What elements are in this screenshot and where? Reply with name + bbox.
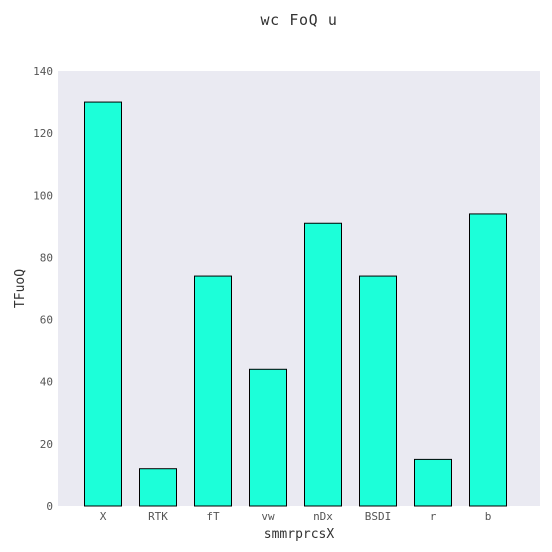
y-axis-label: TFuoQ <box>13 269 28 308</box>
bar-X <box>84 101 122 507</box>
x-tick-label: fT <box>206 510 220 523</box>
y-tick-label: 80 <box>40 251 53 264</box>
x-axis-ticks: X RTK fT vw nDx BSDI r b <box>100 510 492 523</box>
y-tick-label: 140 <box>33 65 53 78</box>
y-tick-label: 120 <box>33 127 53 140</box>
x-tick-label: BSDI <box>365 510 392 523</box>
bar-nDx <box>304 222 342 507</box>
x-tick-label: nDx <box>313 510 333 523</box>
bar-vw <box>249 368 287 507</box>
plot-area <box>58 71 540 506</box>
chart-title: wc FoQ u <box>260 11 337 29</box>
x-tick-label: r <box>430 510 437 523</box>
bar-r <box>414 458 452 507</box>
bar-RTK <box>139 468 177 507</box>
y-tick-label: 60 <box>40 314 53 327</box>
x-tick-label: vw <box>261 510 275 523</box>
y-axis-ticks: 0 20 40 60 80 100 120 140 <box>33 65 53 513</box>
x-tick-label: RTK <box>148 510 168 523</box>
y-tick-label: 20 <box>40 438 53 451</box>
bar-BSDI <box>359 275 397 507</box>
y-tick-label: 0 <box>46 500 53 513</box>
y-tick-label: 100 <box>33 189 53 202</box>
y-tick-label: 40 <box>40 376 53 389</box>
x-tick-label: b <box>485 510 492 523</box>
x-axis-label: smmrprcsX <box>264 527 335 542</box>
bar-fT <box>194 275 232 507</box>
x-tick-label: X <box>100 510 107 523</box>
bar-b <box>469 213 507 507</box>
bars <box>84 101 507 507</box>
